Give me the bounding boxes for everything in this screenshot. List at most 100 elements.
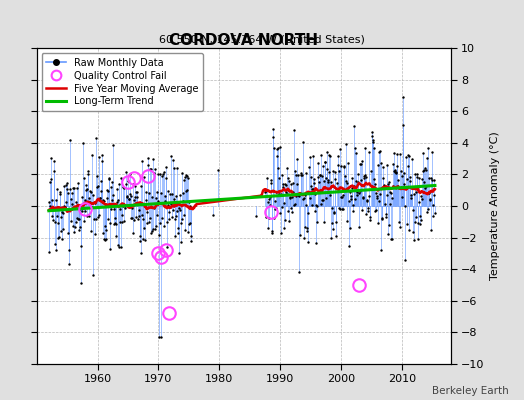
Point [297,169,305,176]
Point [156,171,164,177]
Point [153,189,161,195]
Point [356,188,365,194]
Point [361,172,369,178]
Point [417,193,425,199]
Point [108,196,116,203]
Point [356,161,364,167]
Point [122,181,130,187]
Point [418,176,427,182]
Point [145,218,154,225]
Point [397,168,405,175]
Point [107,206,115,212]
Point [394,177,402,183]
Point [424,174,433,181]
Point [161,193,169,200]
Point [73,215,81,221]
Point [431,210,439,216]
Point [297,172,305,178]
Point [343,180,351,186]
Point [429,213,438,219]
Point [103,195,111,202]
Point [299,235,308,242]
Point [129,229,137,236]
Point [354,178,362,185]
Point [305,190,313,196]
Point [187,238,195,244]
Point [75,205,84,212]
Point [327,235,335,241]
Point [391,170,400,176]
Point [300,195,308,201]
Point [143,219,151,226]
Point [401,257,409,264]
Point [313,174,322,181]
Text: 60.550 N, 145.764 W (United States): 60.550 N, 145.764 W (United States) [159,34,365,44]
Point [182,172,191,178]
Point [65,247,73,254]
Point [301,192,309,198]
Point [298,172,306,179]
Point [168,191,176,197]
Point [56,189,64,196]
Point [92,216,100,222]
Point [264,225,272,231]
Point [382,211,390,218]
Point [357,160,365,167]
Point [341,173,349,179]
Point [91,200,99,206]
Point [45,249,53,256]
Point [158,215,166,222]
Point [394,182,402,189]
Point [159,170,167,177]
Point [314,160,322,167]
Point [147,230,156,236]
Point [389,182,397,189]
Point [405,153,413,159]
Point [166,191,174,198]
Point [280,200,288,206]
Point [399,94,407,100]
Point [291,201,300,207]
Point [281,182,290,188]
Point [114,197,122,203]
Point [336,206,344,212]
Point [172,165,181,171]
Point [93,172,101,179]
Point [375,149,383,156]
Point [406,174,414,180]
Point [310,176,319,182]
Point [423,145,432,151]
Point [419,150,428,156]
Point [154,198,162,204]
Point [357,177,366,184]
Point [51,219,60,225]
Point [104,176,113,182]
Point [407,155,416,162]
Point [364,208,372,214]
Point [404,152,412,158]
Point [63,186,71,192]
Point [417,217,425,223]
Point [418,196,426,202]
Point [396,151,404,157]
Point [427,174,435,181]
Point [116,219,124,225]
Point [60,182,68,189]
Point [360,173,368,180]
Point [58,210,67,216]
Point [271,206,279,212]
Point [370,181,379,187]
Point [295,193,303,199]
Point [290,127,298,134]
Point [136,233,144,239]
Point [174,205,183,212]
Point [409,237,418,244]
Point [332,232,341,239]
Point [392,151,401,158]
Point [383,192,391,198]
Point [90,216,98,222]
Point [302,224,311,231]
Point [52,247,61,253]
Point [71,224,79,230]
Point [319,163,327,169]
